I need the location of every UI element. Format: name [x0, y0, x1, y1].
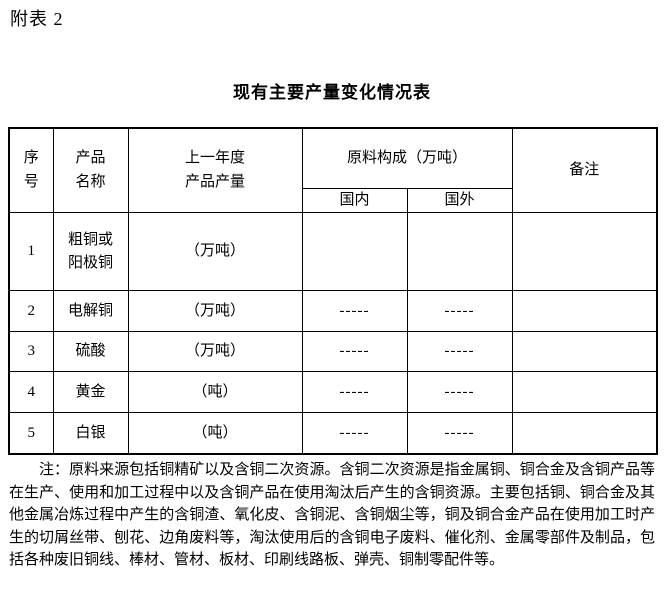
- cell-prev-year-unit: （万吨）: [127, 212, 303, 292]
- cell-product-name: 粗铜或 阳极铜: [52, 212, 129, 292]
- table-header-row-sub: 国内 国外: [9, 187, 657, 214]
- cell-row-no: 3: [8, 331, 54, 373]
- cell-remarks: [511, 412, 658, 455]
- cell-product-name: 黄金: [52, 371, 129, 414]
- cell-product-name: 白银: [52, 412, 129, 455]
- cell-domestic: -----: [301, 412, 408, 455]
- cell-prev-year-unit: （吨）: [127, 412, 303, 455]
- table-row: 4 黄金 （吨） ----- -----: [8, 371, 658, 414]
- table-row: 1 粗铜或 阳极铜 （万吨）: [8, 212, 658, 292]
- cell-row-no: 1: [8, 212, 54, 292]
- footnote-text: 注：原料来源包括铜精矿以及含铜二次资源。含铜二次资源是指金属铜、铜合金及含铜产品…: [9, 462, 655, 569]
- cell-domestic: [301, 212, 408, 292]
- cell-foreign: -----: [406, 290, 513, 333]
- cell-foreign: -----: [406, 412, 513, 455]
- cell-remarks: [511, 212, 658, 292]
- cell-prev-year-unit: （万吨）: [127, 290, 303, 333]
- cell-row-no: 5: [8, 412, 54, 455]
- header-col-product: 产品 名称: [52, 127, 129, 214]
- cell-domestic: -----: [301, 371, 408, 414]
- cell-foreign: -----: [406, 331, 513, 373]
- table-row: 2 电解铜 （万吨） ----- -----: [8, 290, 658, 333]
- cell-remarks: [511, 290, 658, 333]
- cell-row-no: 4: [8, 371, 54, 414]
- header-col-foreign: 国外: [406, 187, 513, 214]
- table-row: 3 硫酸 （万吨） ----- -----: [8, 331, 658, 373]
- cell-domestic: -----: [301, 331, 408, 373]
- cell-foreign: [406, 212, 513, 292]
- page-title: 现有主要产量变化情况表: [233, 83, 431, 102]
- cell-domestic: -----: [301, 290, 408, 333]
- header-col-prev-year: 上一年度 产品产量: [127, 127, 303, 214]
- cell-product-name: 电解铜: [52, 290, 129, 333]
- header-col-no: 序 号: [8, 127, 54, 214]
- cell-remarks: [511, 371, 658, 414]
- header-col-domestic: 国内: [301, 187, 408, 214]
- table-row: 5 白银 （吨） ----- -----: [8, 412, 658, 455]
- table-header-row-top: 序 号 产品 名称 上一年度 产品产量 原料构成（万吨） 备注: [8, 127, 658, 214]
- header-col-materials: 原料构成（万吨）: [301, 127, 513, 189]
- appendix-label: 附表 2: [10, 9, 64, 29]
- cell-row-no: 2: [8, 290, 54, 333]
- header-col-remarks: 备注: [511, 127, 658, 214]
- production-change-table: 序 号 产品 名称 上一年度 产品产量 原料构成（万吨） 备注 国内 国外 1 …: [8, 127, 659, 456]
- cell-remarks: [511, 331, 658, 373]
- cell-product-name: 硫酸: [52, 331, 129, 373]
- cell-prev-year-unit: （吨）: [127, 371, 303, 414]
- cell-foreign: -----: [406, 371, 513, 414]
- cell-prev-year-unit: （万吨）: [127, 331, 303, 373]
